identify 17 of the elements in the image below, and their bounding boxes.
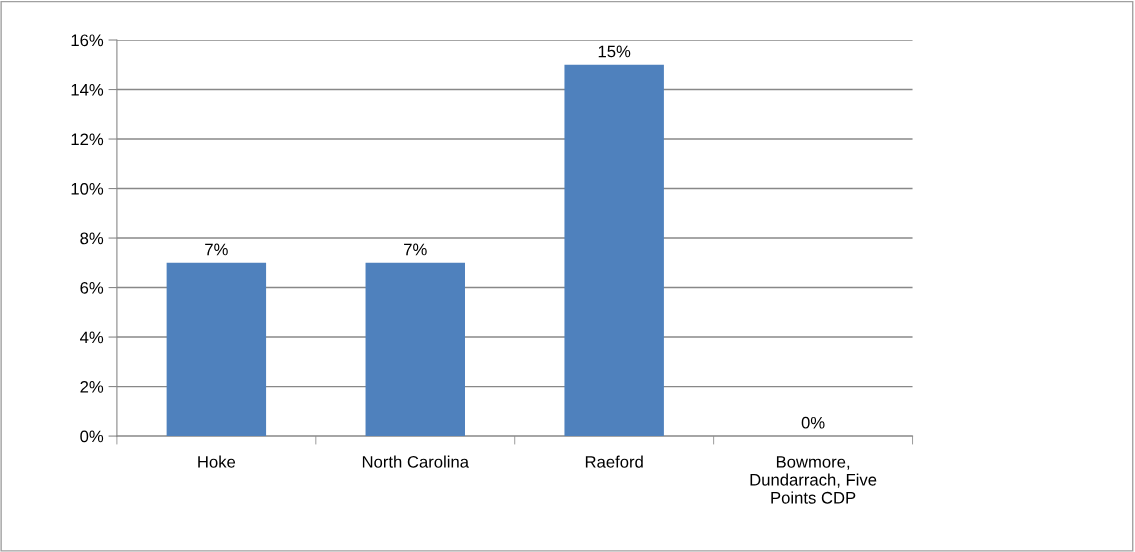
data-label: 7% [205,243,228,256]
x-tick-label: Hoke [198,455,236,468]
x-tick-label: Raeford [585,455,643,468]
y-tick-label: 10% [71,182,104,195]
y-tick-label: 14% [71,84,104,96]
x-tick-label: North Carolina [362,455,469,468]
y-tick-label: 4% [80,331,104,344]
y-tick-label: 0% [80,430,104,443]
y-tick-label: 2% [80,380,104,393]
data-label: 0% [801,416,825,429]
data-label: 15% [598,45,631,58]
y-tick-label: 12% [71,133,104,146]
y-tick-label: 6% [80,281,104,294]
x-tick-label: Bowmore, Dundarrach, Five Points CDP [750,456,877,504]
y-tick-label: 8% [80,232,104,245]
data-label: 7% [404,243,427,256]
y-tick-label: 16% [71,34,104,47]
